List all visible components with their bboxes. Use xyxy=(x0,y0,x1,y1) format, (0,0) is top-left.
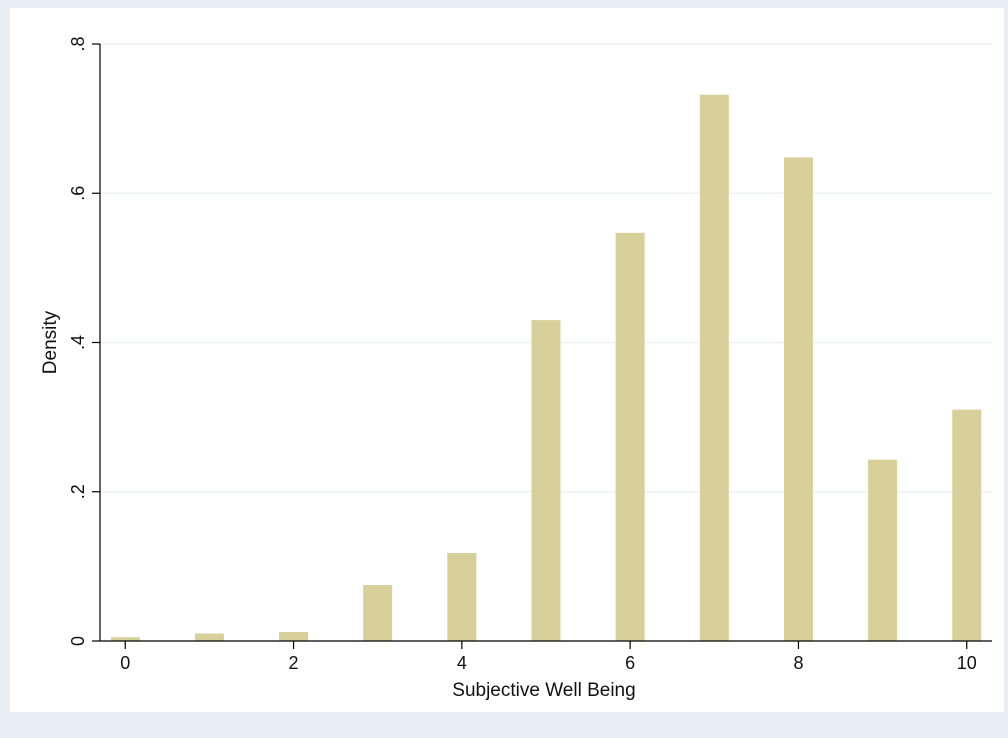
x-tick-label: 0 xyxy=(120,653,130,673)
bar xyxy=(699,94,729,642)
y-tick-label: .4 xyxy=(68,335,88,350)
bar xyxy=(447,552,477,641)
y-tick-label: .8 xyxy=(68,36,88,51)
bar xyxy=(363,585,393,641)
x-tick-label: 10 xyxy=(957,653,977,673)
x-tick-label: 4 xyxy=(457,653,467,673)
x-tick-label: 8 xyxy=(793,653,803,673)
y-axis-title: Density xyxy=(40,310,61,374)
plot-panel: 0.2.4.6.8 0 2 4 6 8 10 Subjective Well Being … xyxy=(10,8,1004,712)
y-tick-label: .2 xyxy=(68,484,88,499)
x-ticks: 0 2 4 6 8 10 xyxy=(120,641,977,673)
bar xyxy=(279,632,309,641)
bar xyxy=(868,459,898,641)
x-tick-label: 6 xyxy=(625,653,635,673)
x-axis-title: Subjective Well Being xyxy=(452,680,635,701)
y-tick-label: 0 xyxy=(68,636,88,646)
bars xyxy=(110,94,982,642)
bar xyxy=(531,320,561,641)
x-tick-label: 2 xyxy=(289,653,299,673)
bar xyxy=(952,409,982,641)
histogram-chart: 0.2.4.6.8 0 2 4 6 8 10 Subjective Well Being … xyxy=(40,36,992,701)
y-tick-label: .6 xyxy=(68,186,88,201)
bar xyxy=(615,232,645,641)
bar xyxy=(783,157,813,641)
bar xyxy=(194,633,224,641)
y-ticks: 0 .2 .4 .6 .8 xyxy=(68,36,100,646)
bar xyxy=(110,637,140,641)
